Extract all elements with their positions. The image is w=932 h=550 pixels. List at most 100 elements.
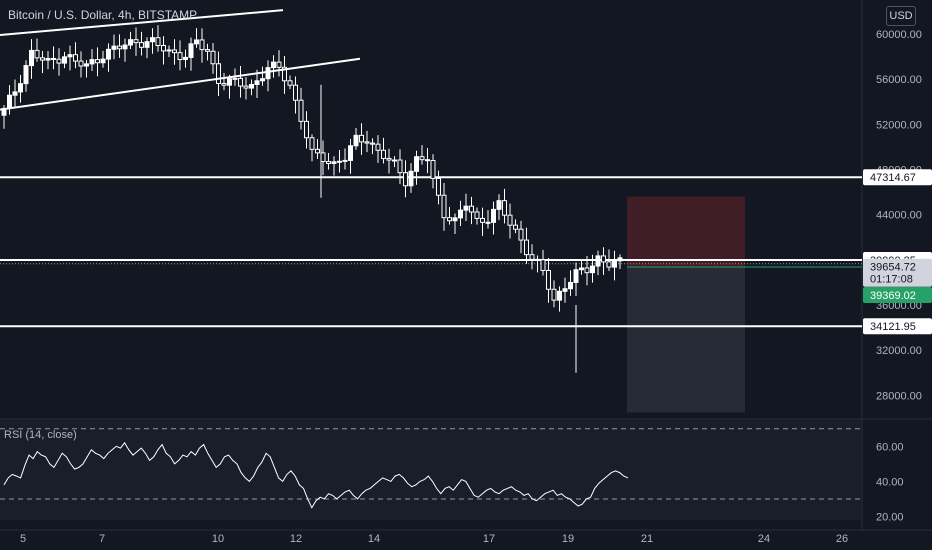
candle-body (353, 134, 359, 147)
trendline (0, 57, 361, 111)
candle-body (458, 209, 463, 219)
candle-body (436, 177, 441, 196)
price-label-text: 01:17:08 (870, 274, 913, 286)
candle-body (568, 281, 573, 290)
candle-body (18, 83, 23, 93)
candle-body (265, 67, 271, 80)
candle-body (51, 57, 56, 60)
candle-body (320, 152, 326, 163)
candle-body (507, 214, 513, 226)
candle-body (12, 91, 18, 96)
candle-body (254, 80, 260, 85)
candle-body (117, 45, 122, 50)
candle-body (282, 66, 287, 82)
x-tick-label: 26 (836, 533, 848, 545)
candle-body (139, 42, 144, 48)
candle-body (62, 56, 67, 64)
candle-body (287, 80, 293, 86)
candle-body (106, 48, 111, 60)
candle-body (606, 261, 612, 268)
candle-body (7, 94, 12, 109)
chart-title: Bitcoin / U.S. Dollar, 4h, BITSTAMP (8, 8, 198, 22)
candle-body (392, 159, 397, 162)
candle-body (133, 39, 139, 44)
x-tick-label: 17 (483, 533, 495, 545)
rsi-background (0, 420, 862, 520)
candle-body (562, 288, 568, 292)
candle-body (364, 141, 370, 144)
currency-button[interactable]: USD (886, 6, 916, 26)
candle-body (617, 257, 623, 262)
candle-body (480, 217, 485, 223)
candle-body (535, 258, 540, 261)
candle-body (199, 39, 205, 51)
candle-body (397, 159, 403, 174)
candle-body (463, 205, 469, 211)
candle-body (430, 159, 436, 179)
x-tick-label: 21 (641, 533, 653, 545)
candle-body (210, 50, 216, 65)
y-tick-label: 56000.00 (876, 74, 922, 86)
candle-body (128, 39, 133, 46)
candle-body (469, 205, 474, 213)
rsi-tick-label: 20.00 (876, 511, 904, 523)
x-tick-label: 14 (368, 533, 380, 545)
x-tick-label: 10 (212, 533, 224, 545)
candle-body (67, 54, 73, 58)
candle-body (348, 145, 353, 161)
rsi-label: RSI (14, close) (4, 429, 77, 441)
candle-body (304, 120, 309, 139)
candle-body (243, 85, 249, 89)
candle-body (474, 211, 480, 219)
candle-body (166, 49, 172, 52)
candle-body (172, 49, 177, 54)
candle-body (183, 56, 188, 60)
candle-body (551, 288, 557, 301)
candle-body (122, 44, 128, 50)
candle-body (188, 43, 194, 58)
candle-body (579, 267, 584, 271)
candle-body (78, 60, 84, 67)
candle-body (276, 61, 282, 68)
candle-body (529, 254, 535, 260)
price-label-text: 47314.67 (870, 172, 916, 184)
y-tick-label: 32000.00 (876, 345, 922, 357)
candle-body (612, 260, 617, 268)
candle-body (23, 65, 29, 85)
candle-body (221, 82, 227, 86)
candle-body (337, 160, 342, 163)
candle-body (45, 57, 51, 61)
candle-body (40, 57, 45, 61)
candle-body (496, 200, 502, 210)
price-label-text: 34121.95 (870, 321, 916, 333)
candle-body (111, 45, 117, 50)
candle-body (485, 221, 491, 224)
rsi-tick-label: 40.00 (876, 476, 904, 488)
candle-body (84, 63, 89, 67)
price-label-box (863, 169, 932, 186)
price-label-text: 39369.02 (870, 290, 916, 302)
candle-body (29, 49, 34, 67)
candle-body (326, 161, 331, 164)
candle-body (502, 200, 507, 216)
candle-body (491, 208, 496, 223)
candle-body (216, 63, 221, 84)
candle-body (309, 137, 315, 150)
candle-body (260, 78, 265, 82)
candle-body (238, 77, 243, 87)
x-tick-label: 19 (562, 533, 574, 545)
candle-body (573, 269, 579, 283)
candle-body (381, 149, 386, 159)
candle-body (73, 54, 78, 62)
candle-body (386, 157, 392, 161)
x-tick-label: 24 (758, 533, 770, 545)
y-tick-label: 44000.00 (876, 210, 922, 222)
candle-body (419, 156, 425, 161)
candle-body (375, 143, 381, 151)
candle-body (100, 58, 106, 64)
price-label-box (863, 270, 932, 287)
price-label-box (863, 318, 932, 335)
candle-body (513, 224, 518, 230)
trendline (0, 9, 284, 37)
